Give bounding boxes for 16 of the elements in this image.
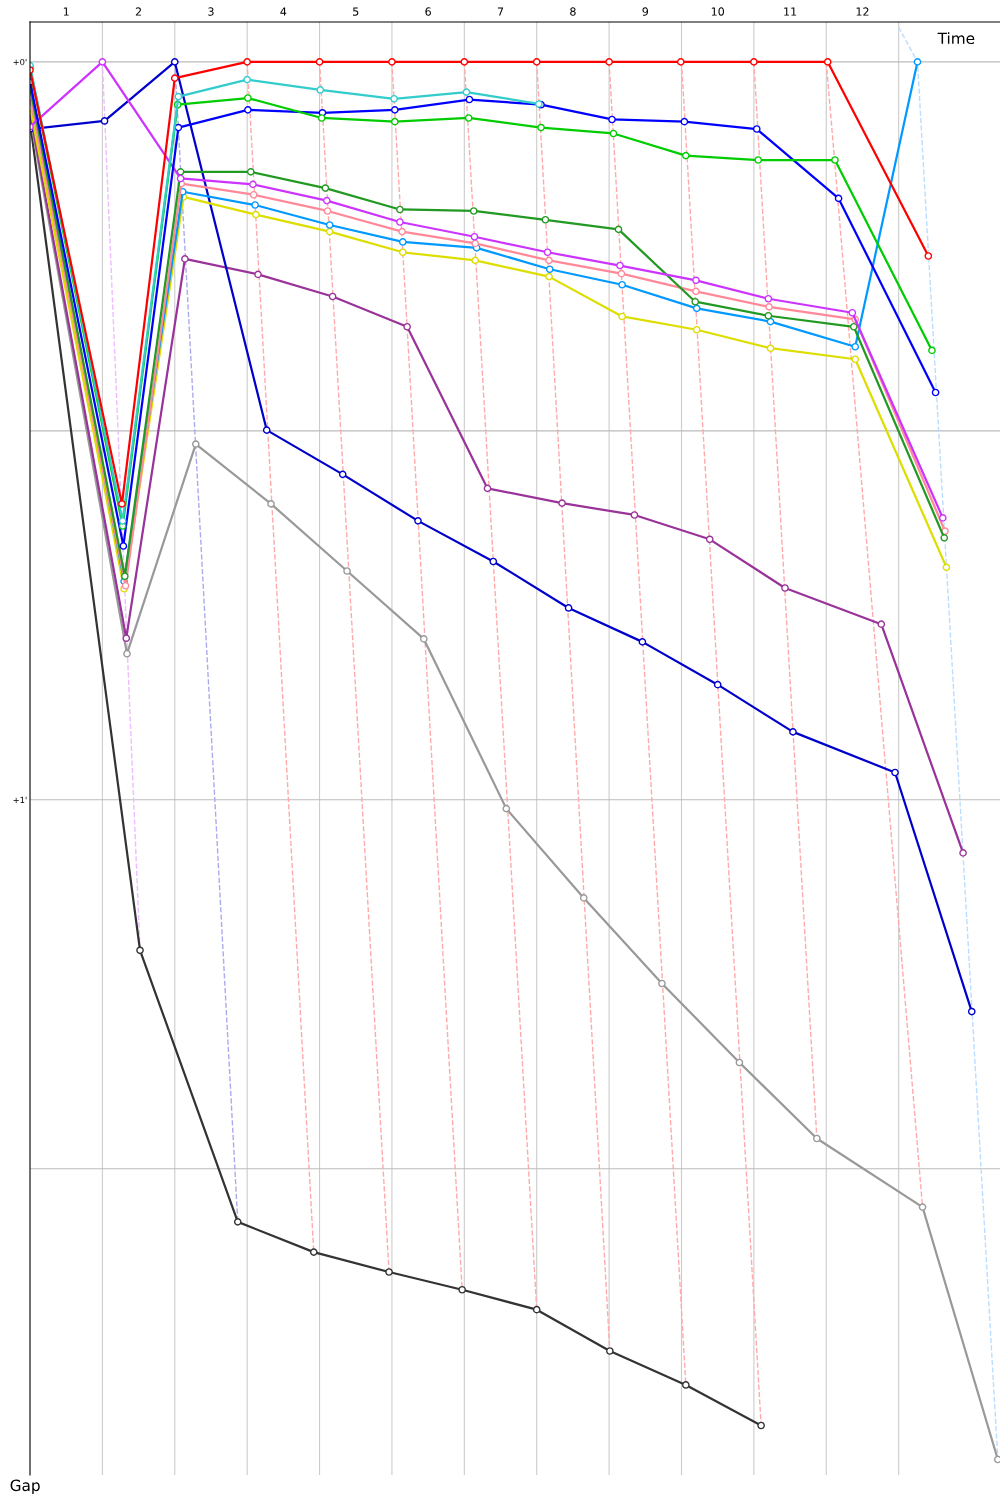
x-tick-label: 2	[135, 7, 141, 16]
x-tick-label: 12	[856, 7, 869, 16]
x-tick-label: 11	[784, 7, 797, 16]
x-tick-label: 7	[497, 7, 504, 16]
x-tick-label: 9	[642, 7, 649, 16]
x-tick-label: 6	[425, 7, 431, 16]
y-axis-title: Gap	[10, 1479, 40, 1495]
x-tick-label: 8	[570, 7, 576, 16]
x-axis-title: Time	[937, 32, 975, 45]
x-tick-label: 4	[280, 7, 287, 16]
y-tick-label: +1'	[13, 796, 27, 803]
x-tick-label: 5	[353, 7, 359, 16]
y-tick-label: +0'	[13, 58, 27, 66]
x-tick-label: 10	[711, 7, 725, 16]
x-tick-label: 3	[208, 7, 214, 16]
x-tick-label: 1	[63, 7, 69, 16]
